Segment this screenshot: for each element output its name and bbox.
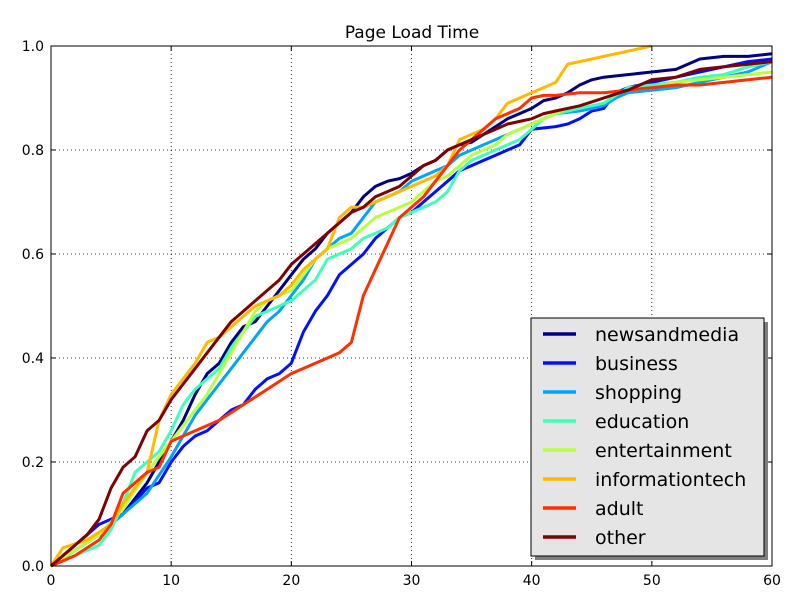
y-tick-label: 0.0 (22, 559, 44, 575)
legend: newsandmedia business shopping education ent… (530, 317, 768, 560)
x-tick-label: 40 (523, 573, 541, 589)
legend-label-other: other (595, 527, 646, 549)
x-tick-label: 10 (162, 573, 180, 589)
legend-label-business: business (595, 353, 678, 375)
series-line-newsandmedia (50, 52, 773, 568)
y-tick-label: 0.2 (22, 455, 44, 471)
y-tick-label: 0.4 (22, 351, 44, 367)
legend-label-education: education (595, 411, 689, 433)
legend-label-adult: adult (595, 498, 643, 520)
series-line-education (50, 60, 773, 568)
x-tick-label: 30 (403, 573, 421, 589)
y-tick-label: 1.0 (22, 39, 44, 55)
y-tick-label: 0.8 (22, 143, 44, 159)
chart-title: Page Load Time (345, 23, 479, 43)
axis-ticks: 0 10 20 30 40 50 60 0.0 0.2 0.4 0.6 0.8 1.0 (22, 39, 781, 589)
legend-label-informationtech: informationtech (595, 469, 746, 491)
legend-label-shopping: shopping (595, 382, 682, 404)
x-tick-label: 60 (763, 573, 781, 589)
legend-label-newsandmedia: newsandmedia (595, 324, 739, 346)
y-tick-label: 0.6 (22, 247, 44, 263)
series-lines (49, 44, 773, 568)
x-tick-label: 0 (47, 573, 56, 589)
x-tick-label: 50 (643, 573, 661, 589)
legend-box (530, 317, 765, 557)
x-tick-label: 20 (282, 573, 300, 589)
series-line-other (50, 60, 773, 568)
legend-label-entertainment: entertainment (595, 440, 732, 462)
series-line-adult (50, 75, 773, 568)
